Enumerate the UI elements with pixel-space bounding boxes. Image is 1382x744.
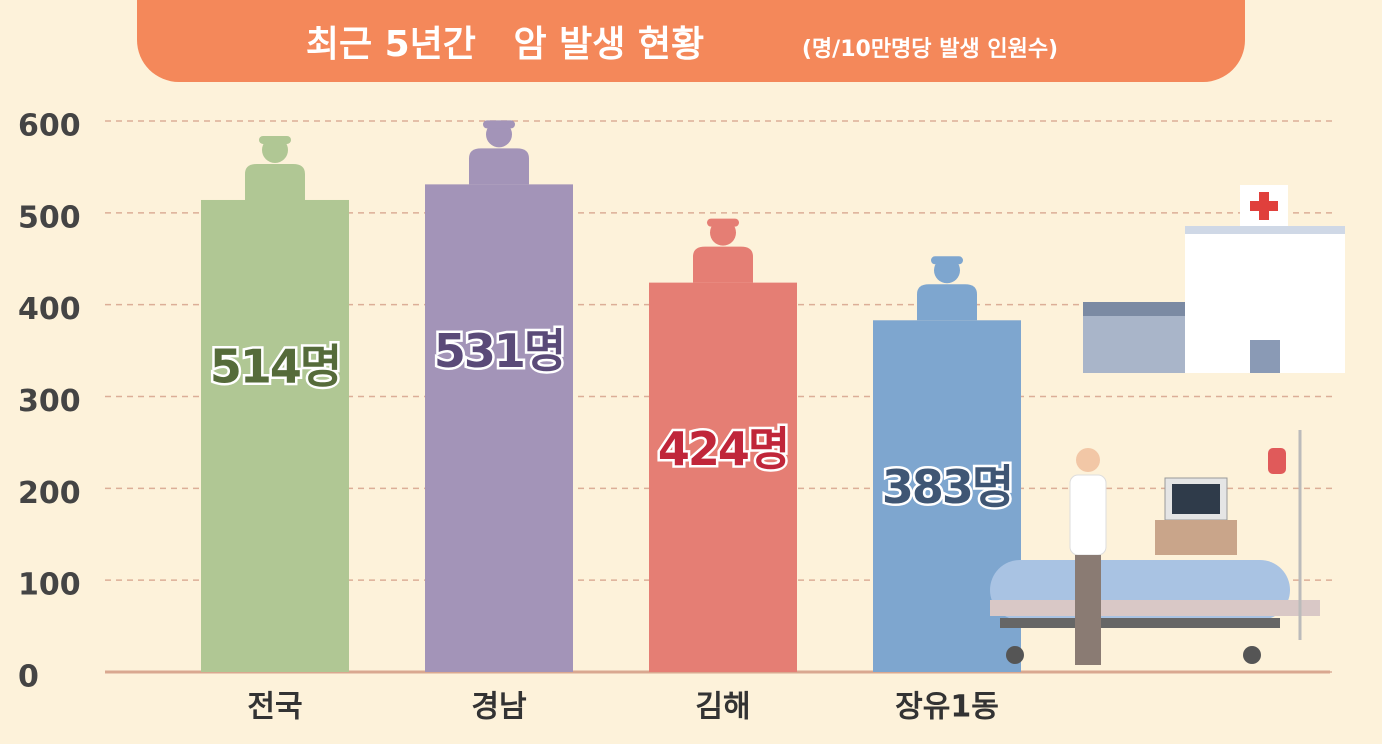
person-icon bbox=[693, 246, 753, 283]
hospital-illustration bbox=[990, 185, 1345, 665]
y-tick-label: 100 bbox=[18, 568, 81, 603]
chart-title: 최근 5년간 암 발생 현황 bbox=[306, 24, 704, 65]
monitor-screen bbox=[1172, 484, 1220, 514]
x-tick-label: 김해 bbox=[695, 690, 750, 725]
door bbox=[1250, 340, 1280, 373]
building-roof bbox=[1083, 302, 1188, 316]
doctor-legs bbox=[1075, 555, 1101, 665]
y-tick-label: 0 bbox=[18, 660, 39, 695]
x-tick-label: 전국 bbox=[247, 690, 302, 725]
y-tick-label: 300 bbox=[18, 384, 81, 419]
person-icon bbox=[469, 148, 529, 185]
person-cap bbox=[931, 256, 963, 265]
person-cap bbox=[483, 120, 515, 129]
bar bbox=[201, 199, 349, 672]
cross bbox=[1250, 201, 1278, 211]
value-label: 514명 bbox=[210, 339, 340, 393]
person-cap bbox=[707, 218, 739, 227]
bar bbox=[425, 184, 573, 673]
value-label: 531명 bbox=[434, 324, 564, 378]
person-cap bbox=[259, 135, 291, 144]
y-tick-label: 500 bbox=[18, 200, 81, 235]
y-tick-label: 400 bbox=[18, 292, 81, 327]
bar bbox=[649, 282, 797, 672]
building-trim bbox=[1185, 226, 1345, 234]
doctor-coat bbox=[1069, 474, 1107, 556]
person-icon bbox=[917, 284, 977, 321]
wheel bbox=[1006, 646, 1024, 664]
iv-bag bbox=[1268, 448, 1286, 474]
cabinet bbox=[1155, 520, 1237, 555]
building-small bbox=[1083, 315, 1188, 373]
x-tick-label: 경남 bbox=[471, 690, 527, 725]
title-banner bbox=[137, 0, 1245, 82]
wheel bbox=[1243, 646, 1261, 664]
value-label: 424명 bbox=[658, 422, 788, 476]
y-tick-label: 200 bbox=[18, 476, 81, 511]
x-tick-label: 장유1동 bbox=[895, 690, 999, 725]
value-label: 383명 bbox=[882, 460, 1012, 514]
y-tick-label: 600 bbox=[18, 109, 81, 144]
chart-subtitle: (명/10만명당 발생 인원수) bbox=[802, 37, 1058, 62]
bed-frame bbox=[990, 600, 1320, 616]
bed-base bbox=[1000, 618, 1280, 628]
doctor-head bbox=[1076, 448, 1100, 472]
person-icon bbox=[245, 163, 305, 200]
